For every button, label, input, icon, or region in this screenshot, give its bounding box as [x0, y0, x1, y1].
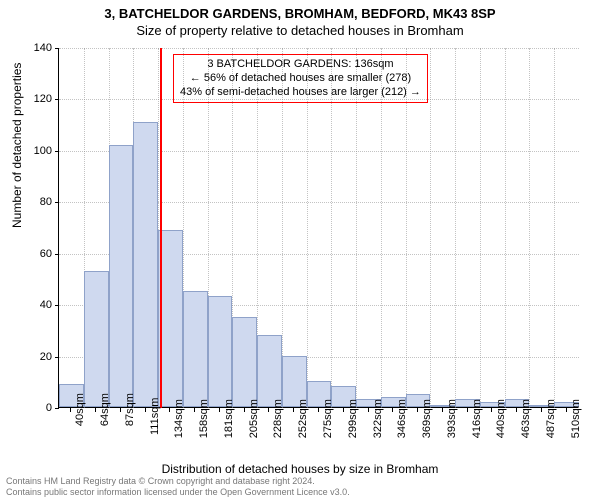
x-tick-label: 87sqm — [124, 360, 136, 412]
annotation-line2: ← 56% of detached houses are smaller (27… — [180, 72, 421, 86]
footer-line1: Contains HM Land Registry data © Crown c… — [6, 476, 350, 487]
annotation-box: 3 BATCHELDOR GARDENS: 136sqm ← 56% of de… — [173, 54, 428, 103]
x-tick-label: 40sqm — [74, 360, 86, 412]
y-tick-label: 0 — [22, 402, 52, 414]
x-tick-label: 463sqm — [520, 360, 532, 412]
annotation-line1: 3 BATCHELDOR GARDENS: 136sqm — [180, 58, 421, 72]
x-tick-label: 158sqm — [198, 360, 210, 412]
gridline-v — [554, 48, 555, 408]
x-tick-label: 134sqm — [173, 360, 185, 412]
x-tick-label: 322sqm — [372, 360, 384, 412]
annotation-line3: 43% of semi-detached houses are larger (… — [180, 86, 421, 100]
x-tick-label: 205sqm — [248, 360, 260, 412]
gridline-v — [505, 48, 506, 408]
x-tick-label: 487sqm — [545, 360, 557, 412]
x-tick-label: 510sqm — [570, 360, 582, 412]
chart-area: 020406080100120140 40sqm64sqm87sqm111sqm… — [58, 48, 578, 408]
gridline-h — [59, 48, 579, 49]
y-tick-label: 100 — [22, 145, 52, 157]
y-tick-label: 120 — [22, 93, 52, 105]
gridline-v — [480, 48, 481, 408]
x-tick-label: 252sqm — [297, 360, 309, 412]
page-title: 3, BATCHELDOR GARDENS, BROMHAM, BEDFORD,… — [0, 0, 600, 21]
gridline-v — [529, 48, 530, 408]
x-tick-label: 111sqm — [149, 360, 161, 412]
x-tick-label: 369sqm — [421, 360, 433, 412]
x-tick-label: 393sqm — [446, 360, 458, 412]
chart-container: 3, BATCHELDOR GARDENS, BROMHAM, BEDFORD,… — [0, 0, 600, 500]
x-axis-label: Distribution of detached houses by size … — [0, 462, 600, 476]
x-tick-label: 64sqm — [99, 360, 111, 412]
footer-line2: Contains public sector information licen… — [6, 487, 350, 498]
x-tick-label: 416sqm — [471, 360, 483, 412]
gridline-v — [430, 48, 431, 408]
x-tick-label: 275sqm — [322, 360, 334, 412]
footer: Contains HM Land Registry data © Crown c… — [6, 476, 350, 498]
x-tick-label: 440sqm — [495, 360, 507, 412]
x-tick-label: 181sqm — [223, 360, 235, 412]
y-tick-label: 80 — [22, 196, 52, 208]
page-subtitle: Size of property relative to detached ho… — [0, 21, 600, 38]
y-tick-label: 20 — [22, 351, 52, 363]
x-tick-label: 299sqm — [347, 360, 359, 412]
x-tick-label: 228sqm — [272, 360, 284, 412]
y-tick-label: 60 — [22, 248, 52, 260]
y-tick-label: 140 — [22, 42, 52, 54]
reference-line — [160, 48, 162, 408]
x-tick-label: 346sqm — [396, 360, 408, 412]
y-tick-label: 40 — [22, 299, 52, 311]
gridline-v — [455, 48, 456, 408]
